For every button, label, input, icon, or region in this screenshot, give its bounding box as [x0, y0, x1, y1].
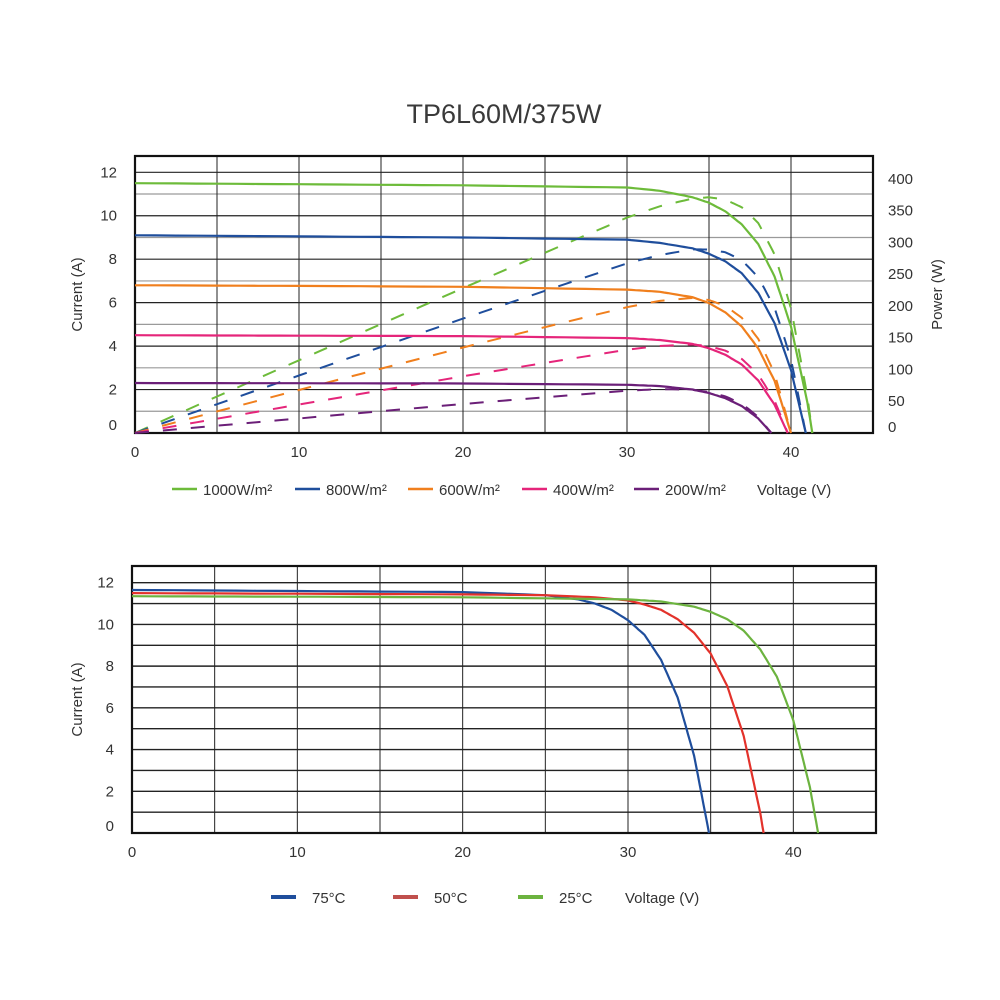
temperature-chart: 0 10 20 30 40 0 2 4 6 8 10 12 Current (A) 75°C 50°C 25°…: [69, 564, 878, 907]
x-tick-label: 30: [620, 844, 637, 861]
y-tick-label: 12: [100, 164, 117, 181]
y-tick-label: 10: [100, 208, 117, 225]
y2-tick-label: 100: [888, 361, 913, 378]
y-tick-label: 8: [109, 251, 117, 268]
legend-label: 800W/m²: [326, 482, 387, 499]
legend-label: 600W/m²: [439, 482, 500, 499]
y-tick-label: 8: [106, 658, 114, 675]
power-curve-1000Wm: [134, 196, 814, 434]
y-tick-label: 6: [106, 700, 114, 717]
y2-tick-label: 400: [888, 171, 913, 188]
iv-curve-800Wm: [134, 234, 807, 434]
y-tick-label: 0: [106, 818, 114, 835]
legend-label: 200W/m²: [665, 482, 726, 499]
x-axis-label: Voltage (V): [757, 482, 831, 499]
x-tick-label: 40: [783, 444, 800, 461]
y-tick-label: 0: [109, 417, 117, 434]
y-tick-label: 12: [97, 575, 114, 592]
chart-title: TP6L60M/375W: [406, 99, 602, 129]
y2-tick-label: 350: [888, 203, 913, 220]
legend-label: 1000W/m²: [203, 482, 272, 499]
legend-label: 50°C: [434, 890, 468, 907]
x-tick-label: 0: [128, 844, 136, 861]
iv-curve-25C: [131, 595, 820, 834]
y-axis-label: Current (A): [69, 257, 86, 331]
power-curve-200Wm: [134, 388, 773, 434]
x-tick-label: 0: [131, 444, 139, 461]
iv-curve-75C: [131, 588, 711, 834]
y2-tick-label: 250: [888, 266, 913, 283]
plot-frame: [130, 564, 878, 835]
y2-tick-label: 0: [888, 419, 896, 436]
y-tick-label: 4: [106, 742, 114, 759]
y2-tick-label: 150: [888, 330, 913, 347]
y-tick-label: 10: [97, 616, 114, 633]
legend-label: 25°C: [559, 890, 593, 907]
x-tick-label: 20: [455, 444, 472, 461]
y2-tick-label: 50: [888, 393, 905, 410]
plot-frame: [133, 154, 875, 435]
power-curve-400Wm: [134, 343, 789, 434]
power-curve-600Wm: [134, 296, 792, 434]
iv-curve-50C: [131, 592, 765, 834]
y2-axis-label: Power (W): [929, 259, 946, 330]
y-tick-label: 4: [109, 338, 117, 355]
iv-curve-200Wm: [134, 381, 773, 434]
iv-curve-1000Wm: [134, 182, 814, 434]
x-axis-label: Voltage (V): [625, 890, 699, 907]
y-axis-label: Current (A): [69, 662, 86, 736]
x-tick-label: 20: [454, 844, 471, 861]
x-tick-label: 10: [291, 444, 308, 461]
iv-curve-600Wm: [135, 284, 793, 434]
x-tick-label: 30: [619, 444, 636, 461]
legend-label: 400W/m²: [553, 482, 614, 499]
y2-tick-label: 300: [888, 234, 913, 251]
y-tick-label: 6: [109, 295, 117, 312]
y-tick-label: 2: [109, 382, 117, 399]
x-tick-label: 40: [785, 844, 802, 861]
y2-tick-label: 200: [888, 298, 913, 315]
legend-label: 75°C: [312, 890, 346, 907]
x-tick-label: 10: [289, 844, 306, 861]
power-curve-800Wm: [134, 248, 807, 434]
y-tick-label: 2: [106, 783, 114, 800]
